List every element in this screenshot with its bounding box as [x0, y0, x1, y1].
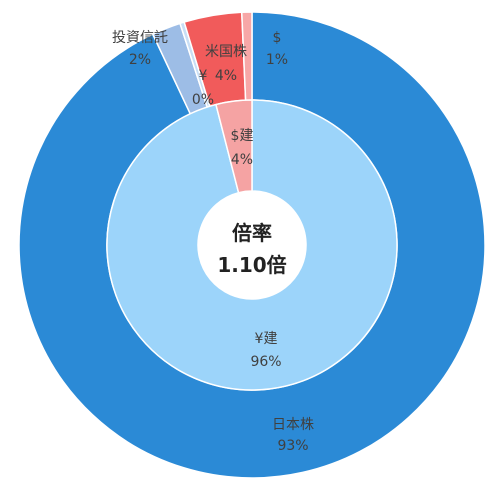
inner-label-name-1: $建	[231, 128, 254, 144]
inner-label-name-0: ¥建	[255, 331, 278, 347]
outer-label-name-2: ¥	[199, 68, 208, 84]
center-hole	[198, 191, 306, 299]
outer-label-percent-1: 2%	[129, 52, 151, 68]
outer-label-percent-3: 4%	[215, 68, 237, 84]
outer-label-percent-2: 0%	[192, 92, 214, 108]
inner-label-percent-1: 4%	[231, 152, 253, 168]
center-label-line2: 1.10倍	[217, 253, 286, 277]
outer-label-name-0: 日本株	[272, 417, 314, 433]
outer-label-name-4: $	[273, 30, 282, 46]
outer-label-percent-4: 1%	[266, 52, 288, 68]
center-label-line1: 倍率	[232, 221, 272, 245]
outer-label-name-3: 米国株	[205, 44, 247, 60]
outer-label-name-1: 投資信託	[112, 30, 168, 46]
outer-label-percent-0: 93%	[277, 438, 308, 454]
inner-label-percent-0: 96%	[250, 354, 281, 370]
